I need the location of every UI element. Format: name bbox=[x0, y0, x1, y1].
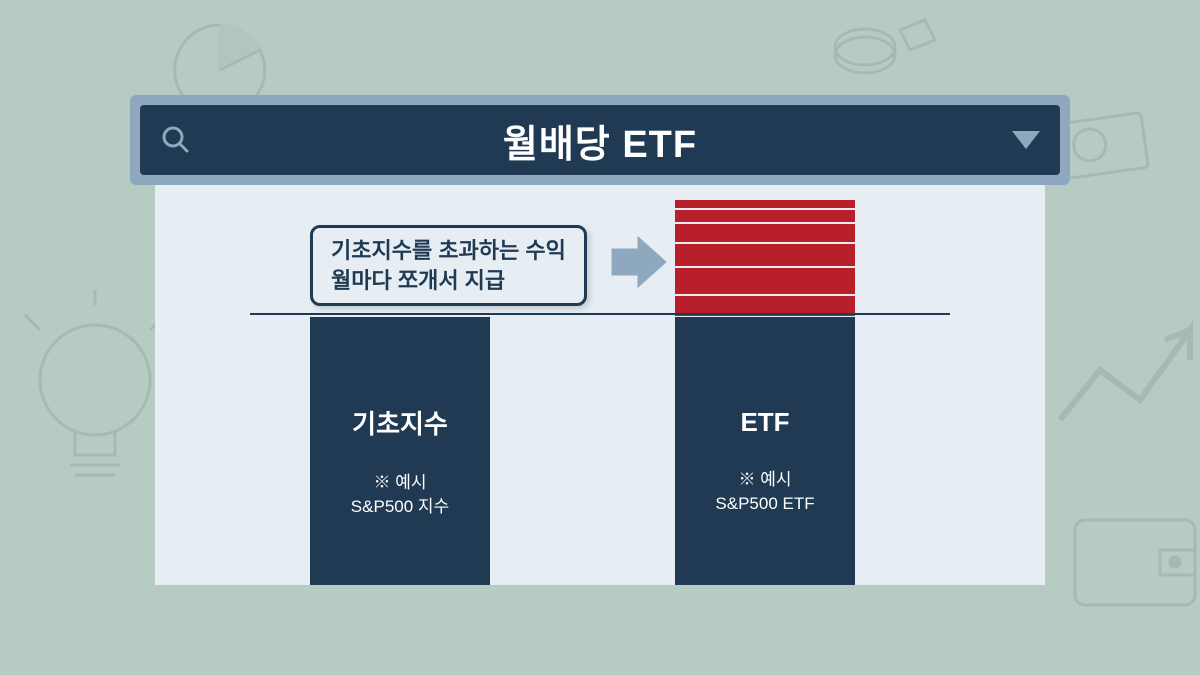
arrow-icon bbox=[610, 235, 670, 290]
title-text: 월배당 ETF bbox=[140, 113, 1060, 168]
bar-right-title: ETF bbox=[740, 407, 789, 438]
bar-right-subtitle: ※ 예시 S&P500 ETF bbox=[715, 468, 814, 516]
callout-line2: 월마다 쪼개서 지급 bbox=[331, 266, 566, 296]
main-card: 월배당 ETF 기초지수를 초과하는 수익 월마다 쪼개서 지급 bbox=[130, 95, 1070, 585]
callout-line1: 기초지수를 초과하는 수익 bbox=[331, 236, 566, 266]
bar-base-index: 기초지수 ※ 예시 S&P500 지수 bbox=[310, 317, 490, 585]
bg-money-icon bbox=[820, 5, 950, 95]
search-icon bbox=[160, 124, 192, 156]
baseline bbox=[250, 313, 950, 315]
title-bar-outer: 월배당 ETF bbox=[130, 95, 1070, 185]
red-bar bbox=[675, 224, 855, 242]
callout-box: 기초지수를 초과하는 수익 월마다 쪼개서 지급 bbox=[310, 225, 587, 306]
red-bar bbox=[675, 200, 855, 208]
dropdown-icon bbox=[1012, 131, 1040, 149]
bar-left-title: 기초지수 bbox=[352, 404, 448, 441]
bar-left-subtitle: ※ 예시 S&P500 지수 bbox=[351, 471, 449, 519]
red-bar bbox=[675, 244, 855, 266]
title-bar: 월배당 ETF bbox=[140, 105, 1060, 175]
bg-chart-icon bbox=[1050, 290, 1200, 460]
red-bar bbox=[675, 268, 855, 294]
red-bar bbox=[675, 210, 855, 222]
bar-etf: ETF ※ 예시 S&P500 ETF bbox=[675, 317, 855, 585]
content-panel: 기초지수를 초과하는 수익 월마다 쪼개서 지급 기초지수 ※ 예시 S&P50… bbox=[155, 185, 1045, 585]
bg-wallet-icon bbox=[1060, 490, 1200, 620]
red-dividend-stack bbox=[675, 200, 855, 318]
